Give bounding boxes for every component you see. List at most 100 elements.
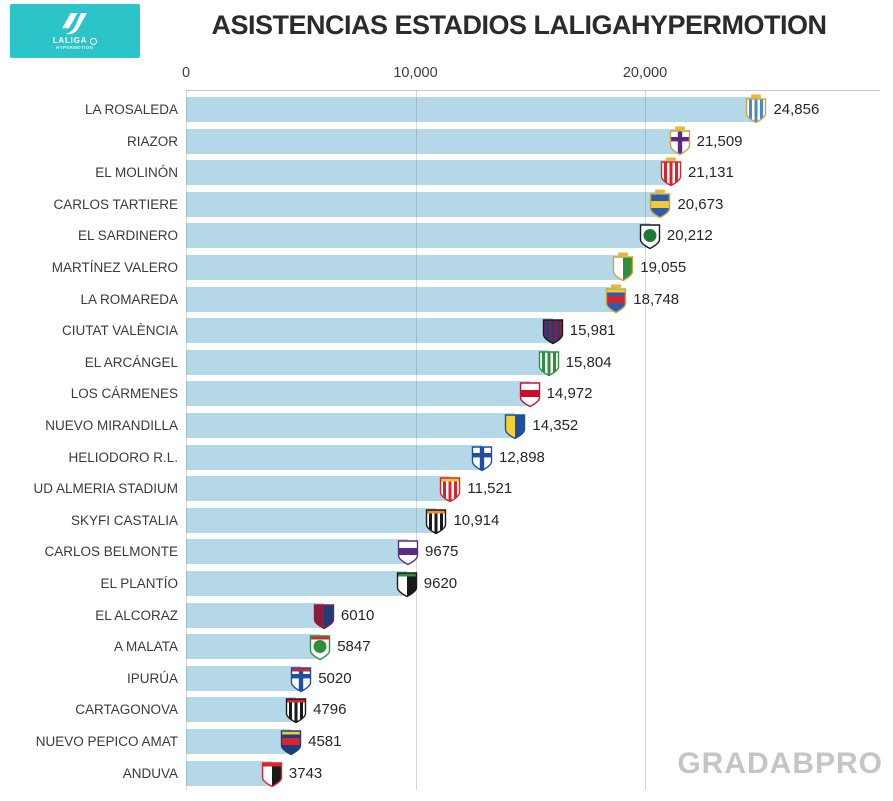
real-zaragoza-crest xyxy=(604,284,628,314)
bar-row: EL MOLINÓN 21,131 xyxy=(0,157,893,187)
sd-huesca-crest xyxy=(312,600,336,630)
burgos-cf-crest xyxy=(395,568,419,598)
malaga-cf-crest xyxy=(744,94,768,124)
value-label: 19,055 xyxy=(640,259,687,276)
sd-eibar-crest xyxy=(289,663,313,693)
stadium-label: CARLOS BELMONTE xyxy=(44,544,178,560)
attendance-bar xyxy=(186,160,671,186)
ud-almeria-crest xyxy=(438,473,462,503)
stadium-label: UD ALMERIA STADIUM xyxy=(33,481,178,497)
stadium-label: RIAZOR xyxy=(126,133,178,149)
stadium-label: EL MOLINÓN xyxy=(95,165,178,181)
racing-ferrol-crest xyxy=(308,631,332,661)
laliga-ball-icon xyxy=(90,37,98,45)
value-label: 24,856 xyxy=(773,101,820,118)
x-axis-tick: 0 xyxy=(181,65,191,81)
cd-eldense-crest xyxy=(279,726,303,756)
value-label: 14,972 xyxy=(546,385,593,403)
stadium-label: CIUTAT VALÈNCIA xyxy=(61,323,178,339)
granada-cf-crest xyxy=(518,378,542,408)
bar-row: IPURÚA 5020 xyxy=(0,663,893,693)
cadiz-cf-crest xyxy=(503,410,527,440)
real-oviedo-crest xyxy=(648,189,672,219)
value-label: 11,521 xyxy=(467,480,513,498)
stadium-label: SKYFI CASTALIA xyxy=(70,512,178,528)
attendance-bar xyxy=(186,191,661,217)
value-label: 5020 xyxy=(318,669,352,687)
page-title: ASISTENCIAS ESTADIOS LALIGAHYPERMOTION xyxy=(211,10,827,40)
attendance-bar xyxy=(186,634,321,660)
fc-cartagena-crest xyxy=(284,694,308,724)
gridline xyxy=(415,90,417,790)
cd-tenerife-crest xyxy=(470,442,494,472)
laliga-wordmark: LALIGA xyxy=(53,37,98,45)
value-label: 10,914 xyxy=(453,511,500,529)
attendance-bar xyxy=(186,128,680,154)
stadium-label: A MALATA xyxy=(113,639,178,655)
bar-row: LA ROMAREDA 18,748 xyxy=(0,284,893,314)
value-label: 4796 xyxy=(313,701,347,719)
x-axis-tick: 20,000 xyxy=(622,65,668,81)
elche-cf-crest xyxy=(611,252,635,282)
attendance-bar xyxy=(186,760,272,786)
laliga-logo: LALIGA HYPERMOTION xyxy=(10,4,140,58)
watermark: GRADABPRO xyxy=(677,747,883,780)
attendance-bar xyxy=(186,223,650,249)
stadium-label: EL ARCÁNGEL xyxy=(84,354,178,370)
stadium-label: EL SARDINERO xyxy=(77,228,178,244)
attendance-bar xyxy=(186,729,292,754)
bar-row: RIAZOR 21,509 xyxy=(0,126,893,156)
stadium-label: CARLOS TARTIERE xyxy=(53,196,178,212)
bar-row: HELIODORO R.L. 12,898 xyxy=(0,442,893,472)
stadium-label: MARTÍNEZ VALERO xyxy=(51,260,178,275)
value-label: 20,673 xyxy=(677,195,724,213)
attendance-bar xyxy=(186,97,757,122)
value-label: 18,748 xyxy=(633,290,680,308)
stadium-label: LA ROMAREDA xyxy=(80,291,178,307)
stadium-label: NUEVO MIRANDILLA xyxy=(45,418,178,433)
value-label: 14,352 xyxy=(532,417,579,434)
stadium-label: EL PLANTÍO xyxy=(100,576,178,591)
gridline xyxy=(186,90,187,790)
bar-row: SKYFI CASTALIA 10,914 xyxy=(0,507,893,535)
attendance-bar xyxy=(186,413,516,438)
value-label: 21,131 xyxy=(687,164,734,182)
attendance-bar xyxy=(186,255,624,280)
attendance-bar xyxy=(186,665,302,691)
attendance-bar xyxy=(186,571,407,596)
racing-santander-crest xyxy=(638,220,662,250)
value-label: 4581 xyxy=(308,733,342,750)
attendance-bar xyxy=(186,381,530,407)
value-label: 21,509 xyxy=(696,132,743,150)
stadium-label: LA ROSALEDA xyxy=(84,102,178,117)
deportivo-coruna-crest xyxy=(668,126,692,156)
bar-row: EL ALCORAZ 6010 xyxy=(0,600,893,630)
attendance-bar xyxy=(186,476,451,502)
laliga-brand-text: LALIGA xyxy=(52,36,88,45)
cd-mirandes-crest xyxy=(260,758,284,788)
levante-ud-crest xyxy=(541,315,565,345)
value-label: 15,981 xyxy=(569,322,616,340)
bar-row: LOS CÁRMENES 14,972 xyxy=(0,378,893,408)
stadium-label: IPURÚA xyxy=(126,670,178,686)
gridline xyxy=(645,90,646,790)
stadium-label: LOS CÁRMENES xyxy=(70,386,178,402)
bar-row: MARTÍNEZ VALERO 19,055 xyxy=(0,252,893,282)
value-label: 9675 xyxy=(425,543,459,561)
x-axis-line xyxy=(186,90,880,91)
bar-row: ANDUVA 3743 xyxy=(0,758,893,788)
bar-row: CARLOS BELMONTE 9675 xyxy=(0,539,893,566)
bar-row: EL PLANTÍO 9620 xyxy=(0,568,893,598)
bar-row: A MALATA 5847 xyxy=(0,631,893,661)
attendance-bar xyxy=(186,697,297,723)
hypermotion-text: HYPERMOTION xyxy=(56,45,94,51)
bar-row: CARTAGONOVA 4796 xyxy=(0,694,893,724)
attendance-bar xyxy=(186,349,549,375)
attendance-bar xyxy=(186,507,437,533)
stadium-label: ANDUVA xyxy=(122,765,178,781)
stadium-label: EL ALCORAZ xyxy=(95,607,178,623)
value-label: 12,898 xyxy=(499,448,545,466)
cordoba-cf-crest xyxy=(537,347,561,377)
bar-row: EL SARDINERO 20,212 xyxy=(0,220,893,250)
